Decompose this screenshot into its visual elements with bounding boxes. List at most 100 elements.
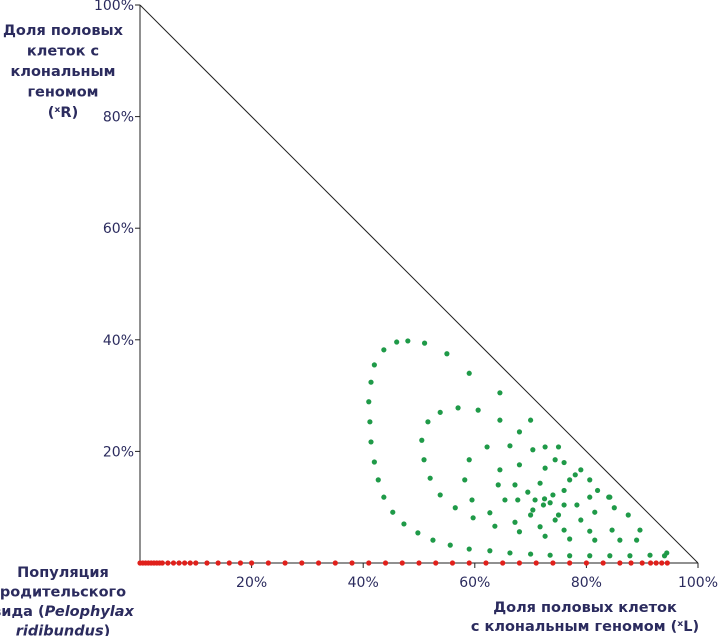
point	[555, 444, 562, 450]
point	[447, 542, 453, 548]
point	[226, 560, 232, 566]
point	[561, 502, 567, 508]
point	[653, 560, 659, 566]
point	[532, 497, 538, 503]
x-tick-label: 20%	[236, 575, 267, 591]
point	[659, 560, 665, 566]
annotation-part: ridibundus	[16, 624, 104, 636]
point	[381, 347, 387, 353]
x-tick-label: 60%	[459, 575, 490, 591]
point	[455, 405, 461, 411]
point	[533, 560, 539, 566]
x-tick-label: 80%	[571, 575, 602, 591]
point	[182, 560, 188, 566]
point	[421, 340, 428, 346]
point	[502, 497, 508, 503]
point	[592, 509, 598, 515]
point	[542, 533, 548, 539]
point	[497, 417, 503, 423]
point	[495, 482, 501, 488]
point	[547, 500, 553, 506]
annotation-part: родительского	[0, 585, 126, 601]
y-axis-title: клональным	[11, 64, 116, 80]
point	[561, 487, 567, 494]
point	[492, 523, 498, 529]
point	[587, 477, 593, 483]
point	[516, 529, 523, 535]
point	[419, 437, 425, 443]
y-tick-label: 100%	[94, 0, 134, 14]
point	[550, 492, 556, 498]
point	[578, 467, 584, 473]
point	[516, 560, 523, 566]
point	[600, 560, 606, 566]
point	[466, 560, 472, 566]
y-tick-label: 80%	[103, 110, 134, 126]
point	[617, 560, 623, 566]
point	[349, 560, 355, 566]
point	[433, 560, 439, 566]
point	[528, 417, 534, 423]
point	[611, 505, 617, 511]
point	[366, 399, 372, 405]
annotation-part: )	[104, 624, 111, 636]
point	[500, 560, 506, 566]
point	[399, 560, 405, 566]
y-axis-title: клеток с	[27, 44, 99, 60]
point	[561, 527, 567, 533]
point	[215, 560, 221, 566]
point	[574, 502, 580, 508]
point	[592, 537, 598, 543]
point	[507, 443, 513, 449]
point	[497, 390, 503, 396]
point	[637, 527, 643, 533]
point	[299, 560, 305, 566]
point	[555, 512, 562, 518]
point	[525, 489, 531, 495]
point	[516, 462, 523, 468]
point	[483, 560, 489, 566]
point	[265, 560, 271, 566]
point	[394, 339, 400, 345]
y-axis-title: геномом	[27, 85, 98, 101]
point	[627, 553, 633, 559]
point	[430, 537, 436, 543]
point	[437, 492, 443, 498]
point	[466, 457, 472, 463]
point	[452, 505, 458, 511]
point	[390, 509, 396, 515]
point	[371, 362, 377, 368]
point	[567, 560, 573, 566]
point	[366, 560, 372, 566]
point	[567, 536, 573, 542]
point	[475, 407, 481, 413]
y-axis-title: Доля половых	[3, 23, 124, 39]
point	[578, 517, 584, 523]
point	[159, 560, 165, 566]
point	[470, 515, 476, 521]
point	[176, 560, 182, 566]
annotation-part: Популяция	[17, 565, 109, 581]
point	[425, 419, 431, 425]
point	[367, 419, 373, 425]
y-tick-label: 20%	[103, 444, 134, 460]
point	[444, 351, 450, 357]
point	[587, 494, 593, 500]
point	[540, 502, 547, 508]
point	[332, 560, 338, 566]
x-tick-label: 40%	[348, 575, 379, 591]
point	[368, 439, 374, 445]
point	[634, 537, 640, 543]
annotation: вида (Pelophylax	[0, 604, 135, 620]
x-axis-title: Доля половых клеток	[493, 600, 677, 616]
point	[512, 519, 518, 525]
point	[625, 512, 631, 518]
annotation-part: вида (	[0, 604, 45, 620]
point	[664, 560, 670, 566]
point	[484, 444, 490, 450]
point	[381, 494, 387, 500]
point	[661, 553, 668, 559]
point	[487, 548, 493, 554]
point	[315, 560, 322, 566]
